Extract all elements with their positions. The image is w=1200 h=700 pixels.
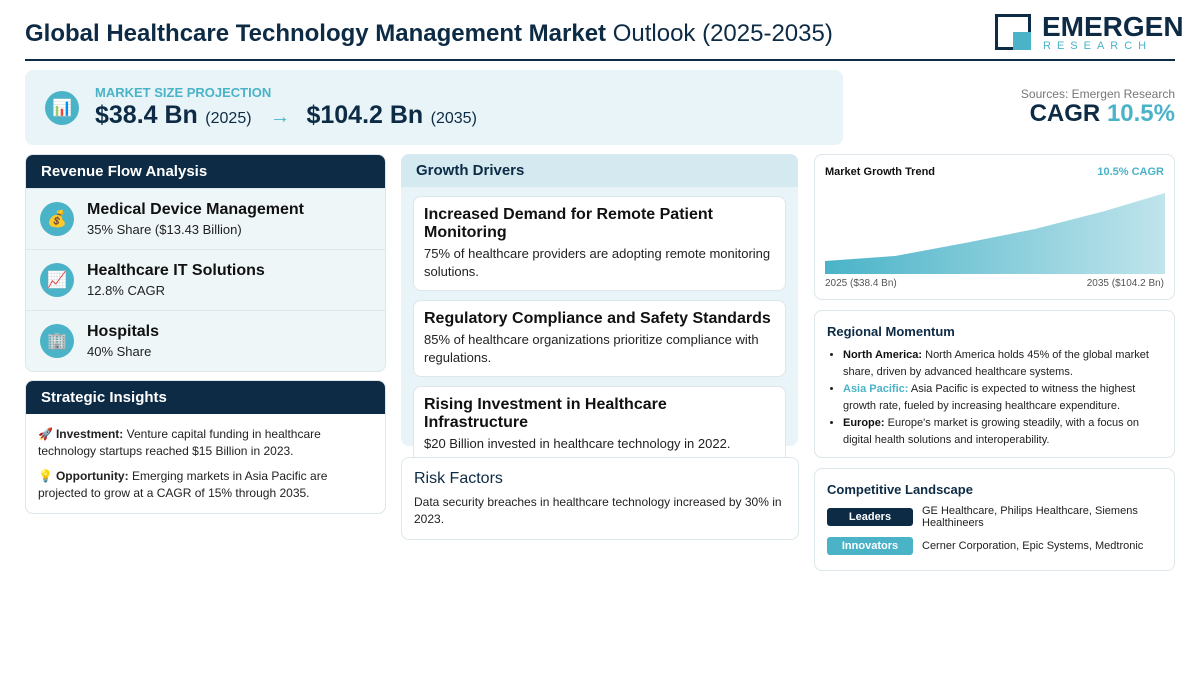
item-icon: 💰	[40, 202, 74, 236]
cagr-value: 10.5%	[1106, 100, 1175, 127]
revenue-item: 🏢 Hospitals 40% Share	[26, 310, 385, 371]
insight-label: Opportunity:	[55, 469, 129, 483]
trend-area	[825, 193, 1165, 274]
divider	[25, 59, 1175, 61]
trend-badge: 10.5% CAGR	[1097, 166, 1164, 178]
item-name: Hospitals	[87, 323, 160, 340]
region: Asia Pacific: Asia Pacific is expected t…	[843, 381, 1162, 415]
arrow: →	[270, 106, 290, 128]
projection-label: MARKET SIZE PROJECTION	[95, 85, 272, 100]
panel-title: Competitive Landscape	[827, 482, 973, 497]
trend-panel: Market Growth Trend 10.5% CAGR 2025 ($38…	[814, 154, 1175, 300]
revenue-item: 📈 Healthcare IT Solutions 12.8% CAGR	[26, 249, 385, 310]
region-label: Asia Pacific:	[843, 383, 909, 395]
driver-title: Rising Investment in Healthcare Infrastr…	[424, 396, 667, 431]
item-detail: 12.8% CAGR	[87, 283, 166, 298]
item-icon: 📈	[40, 263, 74, 297]
item-text: Healthcare IT Solutions 12.8% CAGR	[87, 262, 265, 298]
insight-label: Investment:	[55, 427, 124, 441]
panel-title: Revenue Flow Analysis	[26, 155, 385, 188]
start-value: $38.4 Bn	[95, 101, 198, 129]
insight-icon: 🚀	[38, 427, 53, 441]
item-name: Healthcare IT Solutions	[87, 262, 265, 279]
projection-box: 📊 MARKET SIZE PROJECTION $38.4 Bn (2025)…	[25, 70, 843, 145]
panel-title: Market Growth Trend	[825, 166, 936, 178]
start-year: (2025)	[205, 110, 252, 127]
driver-text: 85% of healthcare organizations prioriti…	[424, 332, 759, 365]
region-text: North America holds 45% of the global ma…	[843, 349, 1149, 378]
driver-card: Rising Investment in Healthcare Infrastr…	[413, 386, 786, 463]
end-year: (2035)	[430, 110, 477, 127]
competitor-row: Innovators Cerner Corporation, Epic Syste…	[827, 537, 1162, 555]
region-label: Europe:	[843, 417, 885, 429]
region-text: Europe's market is growing steadily, wit…	[843, 417, 1139, 446]
logo-sub: RESEARCH	[1043, 40, 1153, 52]
tag: Innovators	[827, 537, 913, 555]
item-detail: 40% Share	[87, 344, 152, 359]
drivers-panel: Growth Drivers Increased Demand for Remo…	[401, 154, 798, 463]
logo-mark	[995, 14, 1031, 50]
panel-title: Risk Factors	[414, 470, 503, 487]
competitors: GE Healthcare, Philips Healthcare, Sieme…	[922, 505, 1138, 529]
driver-title: Regulatory Compliance and Safety Standar…	[424, 310, 771, 327]
region: Europe: Europe's market is growing stead…	[843, 415, 1162, 449]
trend-start: 2025 ($38.4 Bn)	[825, 278, 897, 289]
revenue-panel: Revenue Flow Analysis 💰 Medical Device Ma…	[25, 154, 386, 372]
panel-title: Growth Drivers	[401, 154, 798, 187]
competitive-panel: Competitive Landscape Leaders GE Healthca…	[814, 468, 1175, 571]
driver-text: 75% of healthcare providers are adopting…	[424, 246, 771, 279]
item-detail: 35% Share ($13.43 Billion)	[87, 222, 242, 237]
insights-panel: Strategic Insights 🚀 Investment: Venture …	[25, 380, 386, 514]
title-rest: Outlook (2025-2035)	[612, 20, 833, 47]
tag: Leaders	[827, 508, 913, 526]
insight-icon: 💡	[38, 469, 53, 483]
item-text: Medical Device Management 35% Share ($13.…	[87, 201, 304, 237]
source: Sources: Emergen Research	[1020, 87, 1175, 101]
driver-card: Regulatory Compliance and Safety Standar…	[413, 300, 786, 377]
regional-panel: Regional Momentum North America: North A…	[814, 310, 1175, 458]
insight: 💡 Opportunity: Emerging markets in Asia P…	[38, 468, 373, 502]
logo-name: EMERGEN	[1042, 11, 1184, 42]
cagr-label: CAGR	[1029, 100, 1101, 127]
risk-panel: Risk Factors Data security breaches in h…	[401, 457, 799, 540]
driver-text: $20 Billion invested in healthcare techn…	[424, 436, 731, 451]
insight: 🚀 Investment: Venture capital funding in …	[38, 426, 373, 460]
region-label: North America:	[843, 349, 923, 361]
insight-text: Venture capital funding in healthcare te…	[38, 427, 321, 458]
driver-card: Increased Demand for Remote Patient Moni…	[413, 196, 786, 291]
revenue-item: 💰 Medical Device Management 35% Share ($13…	[26, 188, 385, 249]
title: Global Healthcare Technology Management …	[25, 20, 833, 48]
panel-title: Strategic Insights	[26, 381, 385, 414]
region: North America: North America holds 45% o…	[843, 347, 1162, 381]
region-text: Asia Pacific is expected to witness the …	[843, 383, 1136, 412]
panel-title: Regional Momentum	[827, 324, 955, 339]
risk-text: Data security breaches in healthcare tec…	[414, 495, 782, 526]
title-bold: Global Healthcare Technology Management …	[25, 20, 607, 47]
cagr: CAGR 10.5%	[1030, 100, 1175, 128]
competitor-row: Leaders GE Healthcare, Philips Healthcare…	[827, 505, 1162, 529]
item-text: Hospitals 40% Share	[87, 323, 159, 359]
competitors: Cerner Corporation, Epic Systems, Medtro…	[922, 540, 1144, 552]
end-value: $104.2 Bn	[306, 101, 424, 129]
insight-text: Emerging markets in Asia Pacific are pro…	[38, 469, 328, 500]
projection-values: $38.4 Bn (2025) → $104.2 Bn (2035)	[95, 101, 477, 130]
projection-icon: 📊	[45, 91, 79, 125]
item-icon: 🏢	[40, 324, 74, 358]
trend-end: 2035 ($104.2 Bn)	[1086, 278, 1164, 289]
item-name: Medical Device Management	[87, 201, 304, 218]
driver-title: Increased Demand for Remote Patient Moni…	[424, 206, 713, 241]
